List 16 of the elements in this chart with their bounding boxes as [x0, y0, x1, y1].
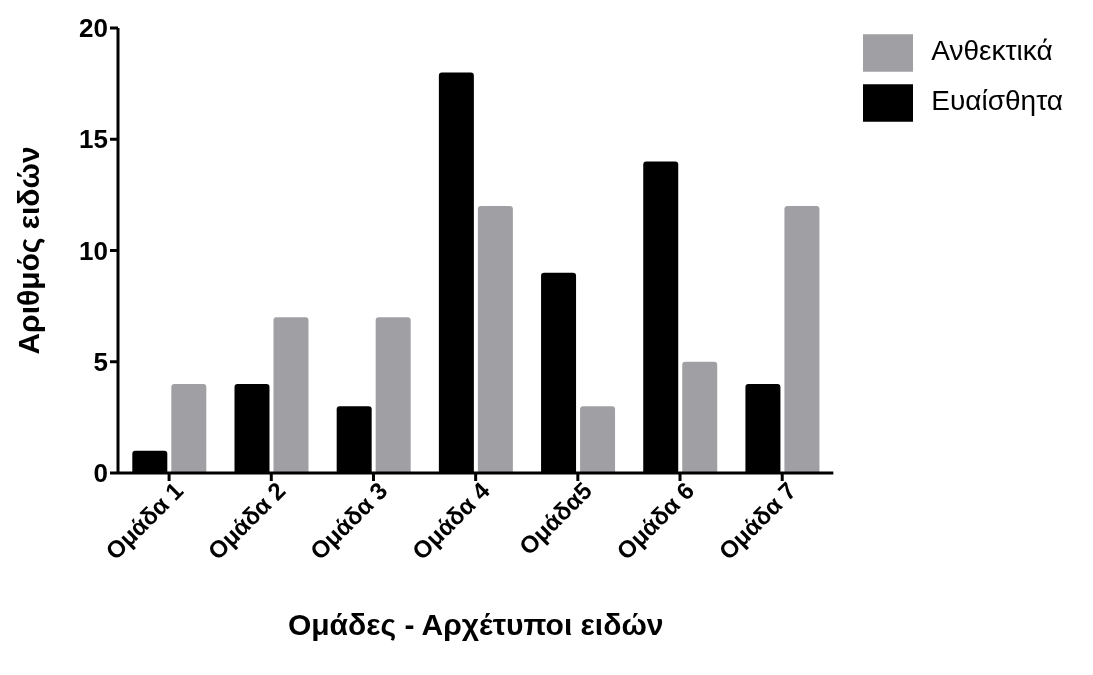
legend-label: Ανθεκτικά — [931, 35, 1053, 67]
y-tick-label: 20 — [79, 13, 108, 44]
bar — [171, 384, 207, 473]
y-tick-label: 5 — [93, 346, 108, 377]
bar — [273, 317, 309, 473]
legend-label: Ευαίσθητα — [931, 85, 1063, 117]
x-axis-title: Ομάδες - Αρχέτυποι ειδών — [287, 608, 664, 641]
bar — [784, 206, 820, 473]
y-tick-label: 15 — [79, 124, 108, 155]
bar — [375, 317, 411, 473]
bar — [682, 361, 718, 473]
y-tick-label: 0 — [93, 458, 108, 489]
y-axis-title: Αριθμός ειδών — [11, 146, 45, 355]
y-tick-label: 10 — [79, 235, 108, 266]
bar — [580, 406, 616, 473]
bar — [477, 206, 513, 473]
